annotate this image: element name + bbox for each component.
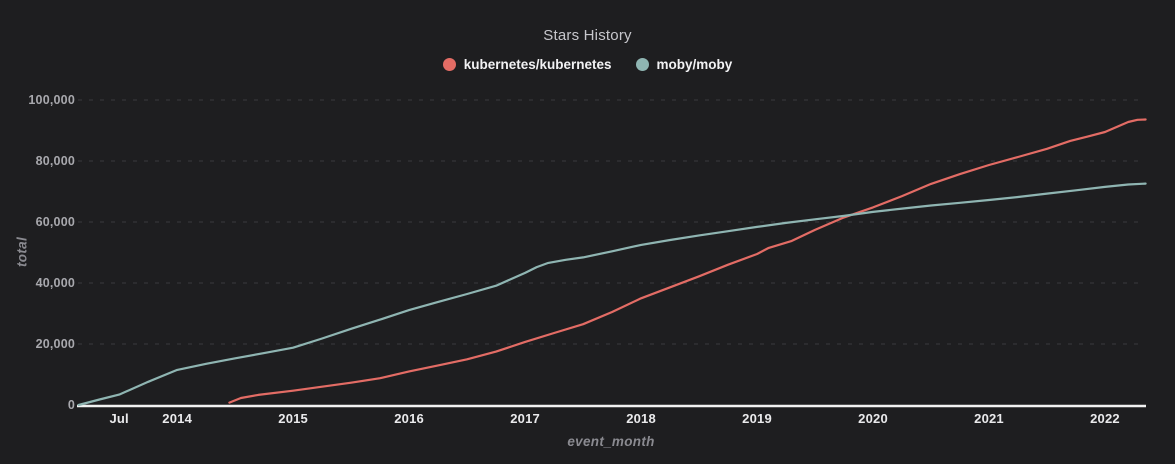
y-tick-label: 60,000 — [35, 215, 75, 229]
x-tick-label: 2015 — [278, 411, 308, 426]
y-tick-label: 0 — [67, 398, 75, 412]
x-tick-label: 2020 — [858, 411, 888, 426]
x-tick-label: 2016 — [394, 411, 424, 426]
x-tick-label: 2022 — [1090, 411, 1120, 426]
y-tick-label: 80,000 — [35, 154, 75, 168]
y-axis-title: total — [14, 237, 30, 267]
x-tick-label: 2021 — [974, 411, 1004, 426]
legend-label-kubernetes: kubernetes/kubernetes — [463, 56, 612, 72]
legend-dot-kubernetes-icon — [442, 57, 456, 71]
y-tick-label: 20,000 — [35, 337, 75, 351]
legend-dot-moby-icon — [635, 57, 649, 71]
legend-item-kubernetes[interactable]: kubernetes/kubernetes — [442, 56, 612, 72]
x-tick-label: 2018 — [626, 411, 656, 426]
chart-legend: kubernetes/kubernetes moby/moby — [0, 54, 1175, 74]
x-tick-label: 2017 — [510, 411, 540, 426]
y-tick-label: 100,000 — [28, 93, 75, 107]
legend-label-moby: moby/moby — [656, 56, 733, 72]
series-line-kubernetes-kubernetes — [228, 118, 1147, 404]
x-tick-label: Jul — [109, 411, 129, 426]
y-tick-label: 40,000 — [35, 276, 75, 290]
x-tick-label: 2019 — [742, 411, 772, 426]
chart-title: Stars History — [543, 27, 632, 44]
series-line-moby-moby — [77, 182, 1147, 407]
legend-item-moby[interactable]: moby/moby — [635, 56, 733, 72]
x-tick-label: 2014 — [162, 411, 193, 426]
x-axis-title: event_month — [567, 434, 655, 449]
